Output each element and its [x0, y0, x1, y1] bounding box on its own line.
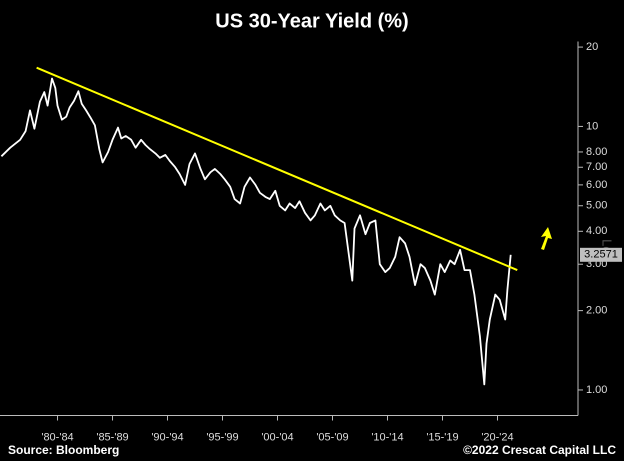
y-tick-label: 5.00 — [586, 200, 607, 212]
y-tick-label: 7.00 — [586, 161, 607, 173]
x-tick-label: '85-'89 — [96, 431, 128, 443]
x-tick-label: '90-'94 — [151, 431, 183, 443]
y-tick-label: 8.00 — [586, 146, 607, 158]
y-tick-label: 6.00 — [586, 179, 607, 191]
y-tick-label: 1.00 — [586, 384, 607, 396]
x-tick-label: '95-'99 — [206, 431, 238, 443]
yield-line — [0, 77, 512, 386]
chart-title: US 30-Year Yield (%) — [215, 10, 408, 32]
x-tick-label: '00-'04 — [261, 431, 293, 443]
last-value-box — [580, 247, 622, 262]
source: Source: Bloomberg — [8, 443, 119, 457]
y-tick-label: 4.00 — [586, 225, 607, 237]
last-value-label: 3.2571 — [584, 249, 618, 261]
y-tick-label: 10 — [586, 120, 598, 132]
y-tick-label: 2.00 — [586, 305, 607, 317]
x-tick-label: '20-'24 — [481, 431, 513, 443]
x-tick-label: '15-'19 — [426, 431, 458, 443]
x-tick-label: '05-'09 — [316, 431, 348, 443]
x-tick-label: '10-'14 — [371, 431, 403, 443]
trendline — [36, 66, 518, 272]
copyright: ©2022 Crescat Capital LLC — [463, 443, 616, 457]
y-tick-label: 20 — [586, 41, 598, 53]
up-arrow — [541, 227, 552, 250]
x-tick-label: '80-'84 — [41, 431, 73, 443]
